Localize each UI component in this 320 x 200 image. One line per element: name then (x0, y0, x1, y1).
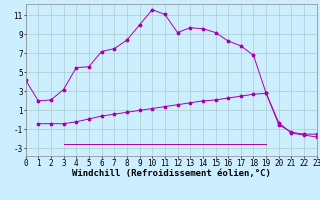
X-axis label: Windchill (Refroidissement éolien,°C): Windchill (Refroidissement éolien,°C) (72, 169, 271, 178)
